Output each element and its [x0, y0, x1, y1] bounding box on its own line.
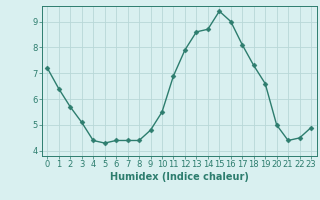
X-axis label: Humidex (Indice chaleur): Humidex (Indice chaleur): [110, 172, 249, 182]
